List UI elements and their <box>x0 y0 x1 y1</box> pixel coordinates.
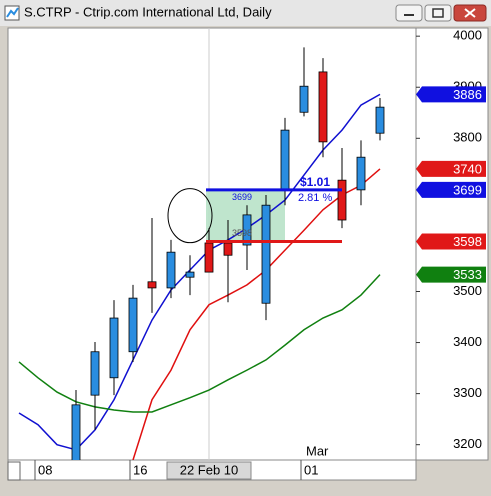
candle-body <box>242 214 252 246</box>
candle-body <box>299 85 309 113</box>
price-tag <box>416 160 486 177</box>
candle-body <box>128 297 138 353</box>
price-tag <box>416 86 486 103</box>
candle-body <box>280 129 290 191</box>
candle-body <box>337 179 347 221</box>
candle-body <box>109 317 119 379</box>
window-title: S.CTRP - Ctrip.com International Ltd, Da… <box>24 4 272 19</box>
price-tag-label: 3886 <box>453 87 482 102</box>
x-tick-label: 01 <box>304 462 318 477</box>
candle-body <box>223 242 233 256</box>
measure-change: $1.01 <box>300 175 330 189</box>
x-tick-label: 16 <box>133 462 147 477</box>
measure-lower-label: 3598 <box>232 228 252 238</box>
y-tick-label: 3800 <box>453 130 482 145</box>
candle-body <box>204 242 214 273</box>
window-icon-glyph <box>6 7 19 18</box>
scroll-box[interactable] <box>7 461 21 481</box>
price-tag <box>416 233 486 250</box>
y-tick-label: 3300 <box>453 385 482 400</box>
candle-body <box>375 106 385 134</box>
measure-ellipse <box>167 188 213 244</box>
price-tag-label: 3598 <box>453 234 482 249</box>
date-box <box>166 461 252 480</box>
maximize-glyph <box>432 8 444 18</box>
candle-body <box>185 271 195 278</box>
price-tag-label: 3699 <box>453 182 482 197</box>
x-tick-label: 08 <box>38 462 52 477</box>
candle-body <box>90 351 100 396</box>
x-tick-label: 22 Feb 10 <box>180 462 239 477</box>
candle-body <box>318 71 328 143</box>
candle-body <box>71 404 81 460</box>
y-tick-label: 3400 <box>453 334 482 349</box>
minimize-button[interactable] <box>395 4 423 22</box>
measure-pct: 2.81 % <box>298 192 332 204</box>
price-tag <box>416 181 486 198</box>
chart: 3699 3598 $1.01 2.81 % 3200 3300 3400 3500 3800 3… <box>18 28 486 480</box>
plot: 3699 3598 $1.01 2.81 % <box>18 28 385 460</box>
price-tag-label: 3533 <box>453 267 482 282</box>
candle-body <box>356 156 366 191</box>
y-tick-label: 3500 <box>453 283 482 298</box>
candle-body <box>147 281 157 289</box>
candle-body <box>261 204 271 304</box>
y-tick-label: 4000 <box>453 28 482 43</box>
price-tag <box>416 266 486 283</box>
close-glyph <box>464 8 476 18</box>
month-label: Mar <box>306 443 329 458</box>
price-tag-label: 3740 <box>453 161 482 176</box>
moving-average <box>18 274 381 413</box>
measure-upper-label: 3699 <box>232 192 252 202</box>
maximize-button[interactable] <box>424 4 452 22</box>
candle-body <box>166 251 176 289</box>
y-tick-label: 3200 <box>453 436 482 451</box>
